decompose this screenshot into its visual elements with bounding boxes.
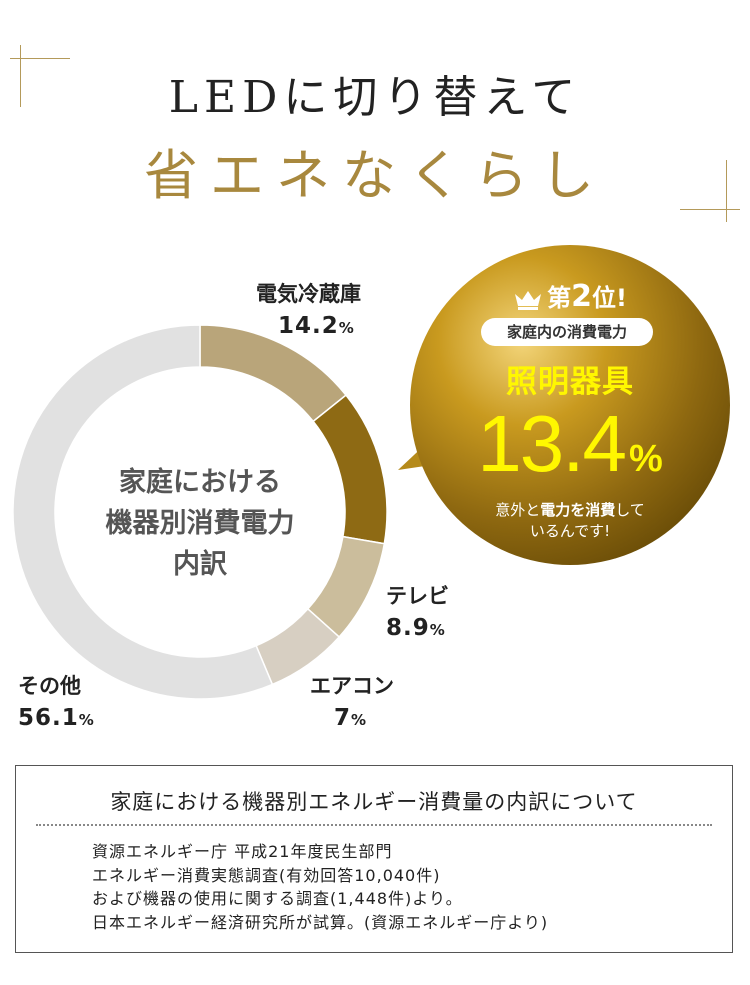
center-label-line3: 内訳 xyxy=(173,549,227,580)
badge-value-unit: % xyxy=(628,438,663,480)
decor-line-right-h xyxy=(680,209,740,210)
slice-label-other: その他 56.1% xyxy=(18,670,95,736)
center-label-line2: 機器別消費電力 xyxy=(105,508,295,539)
donut-slice-other xyxy=(12,324,274,700)
badge-value-number: 13.4 xyxy=(477,399,627,488)
source-note-line: 日本エネルギー経済研究所が試算。(資源エネルギー庁より) xyxy=(92,912,549,932)
badge-rank: 第2位! xyxy=(470,280,670,315)
decor-line-top-left-v xyxy=(20,45,21,107)
badge-note: 意外と電力を消費して いるんです! xyxy=(495,501,645,540)
badge-subtitle: 家庭内の消費電力 xyxy=(481,318,653,346)
slice-value-other: 56.1% xyxy=(18,705,95,731)
decor-line-top-left-h xyxy=(10,58,70,59)
source-note-title: 家庭における機器別エネルギー消費量の内訳について xyxy=(110,790,638,814)
badge-value: 13.4% xyxy=(430,396,710,514)
slice-name-tv: テレビ xyxy=(386,584,449,608)
slice-label-aircon: エアコン 7% xyxy=(310,670,394,736)
crown-icon xyxy=(515,291,542,310)
slice-name-fridge: 電気冷蔵庫 xyxy=(256,282,361,306)
page-title-line2: 省エネなくらし xyxy=(144,144,606,207)
slice-value-aircon: 7% xyxy=(334,705,368,731)
center-label-line1: 家庭における xyxy=(119,467,281,498)
source-note-line: および機器の使用に関する調査(1,448件)より。 xyxy=(92,889,463,908)
source-note-line: 資源エネルギー庁 平成21年度民生部門 xyxy=(92,842,393,861)
source-note-line: エネルギー消費実態調査(有効回答10,040件) xyxy=(92,865,441,885)
slice-label-fridge: 電気冷蔵庫 14.2% xyxy=(256,278,361,344)
slice-name-other: その他 xyxy=(18,674,81,698)
source-note-body: 資源エネルギー庁 平成21年度民生部門 エネルギー消費実態調査(有効回答10,0… xyxy=(92,840,548,934)
source-note-box: 家庭における機器別エネルギー消費量の内訳について 資源エネルギー庁 平成21年度… xyxy=(15,765,733,953)
badge-item: 照明器具 xyxy=(506,364,634,400)
chart-center-label: 家庭における 機器別消費電力 内訳 xyxy=(80,462,320,585)
source-note-divider xyxy=(36,824,712,826)
slice-value-tv: 8.9% xyxy=(386,615,446,641)
slice-label-tv: テレビ 8.9% xyxy=(386,580,449,646)
slice-value-fridge: 14.2% xyxy=(278,313,355,339)
decor-line-right-v xyxy=(726,160,727,222)
slice-name-aircon: エアコン xyxy=(310,674,394,698)
page-title-line1: LEDに切り替えて xyxy=(168,72,582,123)
